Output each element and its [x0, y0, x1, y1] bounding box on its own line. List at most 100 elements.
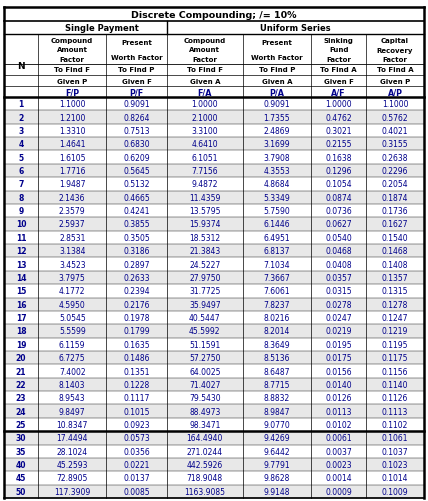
Text: 45.5992: 45.5992	[189, 327, 220, 336]
Text: Factor: Factor	[326, 58, 351, 63]
Text: Factor: Factor	[60, 58, 85, 63]
Text: 1.4641: 1.4641	[59, 140, 86, 149]
Text: 25: 25	[16, 420, 26, 429]
Text: 2.4869: 2.4869	[264, 127, 290, 136]
Text: 7.1034: 7.1034	[264, 260, 290, 269]
Text: 0.0923: 0.0923	[123, 420, 150, 429]
Text: 0.0408: 0.0408	[325, 260, 352, 269]
Text: 8.3649: 8.3649	[264, 340, 290, 349]
Text: 9.4872: 9.4872	[192, 180, 218, 189]
Bar	[4, 218, 424, 231]
Text: 0.0175: 0.0175	[325, 353, 352, 362]
Bar	[4, 418, 424, 431]
Text: 3.1699: 3.1699	[264, 140, 290, 149]
Text: 1.0000: 1.0000	[191, 100, 218, 109]
Text: 7.7156: 7.7156	[191, 167, 218, 176]
Text: 72.8905: 72.8905	[56, 473, 88, 482]
Text: 1.7355: 1.7355	[264, 113, 290, 122]
Text: 15: 15	[16, 287, 26, 296]
Text: 0.2054: 0.2054	[382, 180, 408, 189]
Bar	[4, 405, 424, 418]
Text: 18.5312: 18.5312	[189, 233, 220, 242]
Text: 40: 40	[16, 460, 26, 469]
Text: Capital: Capital	[381, 38, 409, 44]
Text: 0.0540: 0.0540	[325, 233, 352, 242]
Bar	[4, 365, 424, 378]
Text: 45.2593: 45.2593	[56, 460, 88, 469]
Text: 6: 6	[18, 167, 24, 176]
Text: 0.3855: 0.3855	[123, 220, 150, 229]
Bar	[4, 471, 424, 484]
Text: 0.1638: 0.1638	[325, 153, 352, 162]
Text: 6.4951: 6.4951	[264, 233, 290, 242]
Text: 3.4523: 3.4523	[59, 260, 86, 269]
Text: 117.3909: 117.3909	[54, 487, 90, 496]
Text: 0.1468: 0.1468	[382, 246, 408, 256]
Text: 6.1051: 6.1051	[192, 153, 218, 162]
Text: 3: 3	[18, 127, 24, 136]
Text: 3.3100: 3.3100	[191, 127, 218, 136]
Text: 0.1175: 0.1175	[382, 353, 408, 362]
Text: 442.5926: 442.5926	[187, 460, 223, 469]
Text: 0.1015: 0.1015	[123, 407, 150, 416]
Text: 271.0244: 271.0244	[187, 447, 223, 456]
Text: 3.7908: 3.7908	[264, 153, 290, 162]
Text: 2.1000: 2.1000	[192, 113, 218, 122]
Text: Present: Present	[121, 40, 152, 46]
Text: 0.0736: 0.0736	[325, 207, 352, 216]
Text: Uniform Series: Uniform Series	[260, 24, 331, 33]
Text: 1163.9085: 1163.9085	[184, 487, 225, 496]
Text: 0.0278: 0.0278	[325, 300, 352, 309]
Text: To Find A: To Find A	[321, 67, 357, 73]
Text: 4: 4	[18, 140, 24, 149]
Text: 0.1627: 0.1627	[382, 220, 408, 229]
Text: 3.1384: 3.1384	[59, 246, 86, 256]
Text: 4.3553: 4.3553	[264, 167, 290, 176]
Text: 0.1540: 0.1540	[382, 233, 408, 242]
Bar	[4, 191, 424, 204]
Text: P/A: P/A	[270, 88, 285, 97]
Text: 0.1296: 0.1296	[325, 167, 352, 176]
Text: To Find F: To Find F	[187, 67, 223, 73]
Text: 2.3579: 2.3579	[59, 207, 86, 216]
Text: 0.1357: 0.1357	[382, 274, 408, 283]
Text: Single Payment: Single Payment	[65, 24, 140, 33]
Text: 0.1408: 0.1408	[382, 260, 408, 269]
Text: 15.9374: 15.9374	[189, 220, 220, 229]
Text: 6.1159: 6.1159	[59, 340, 86, 349]
Text: 64.0025: 64.0025	[189, 367, 220, 376]
Text: 50: 50	[16, 487, 26, 496]
Text: 0.2296: 0.2296	[382, 167, 408, 176]
Text: 0.0247: 0.0247	[325, 314, 352, 323]
Text: F/P: F/P	[65, 88, 79, 97]
Text: 0.5645: 0.5645	[123, 167, 150, 176]
Text: 8.9543: 8.9543	[59, 393, 86, 402]
Text: Compound: Compound	[184, 38, 226, 44]
Text: 0.8264: 0.8264	[123, 113, 150, 122]
Text: 0.1486: 0.1486	[123, 353, 150, 362]
Text: 5.7590: 5.7590	[264, 207, 290, 216]
Text: Present: Present	[262, 40, 292, 46]
Text: 9.6442: 9.6442	[264, 447, 290, 456]
Text: 22: 22	[16, 380, 26, 389]
Text: 0.1023: 0.1023	[382, 460, 408, 469]
Text: 0.1009: 0.1009	[382, 487, 408, 496]
Text: 12: 12	[16, 246, 26, 256]
Text: 0.4762: 0.4762	[325, 113, 352, 122]
Text: A/F: A/F	[331, 88, 346, 97]
Text: 8.7715: 8.7715	[264, 380, 290, 389]
Text: 8.0216: 8.0216	[264, 314, 290, 323]
Bar	[4, 311, 424, 325]
Text: 0.1117: 0.1117	[123, 393, 150, 402]
Text: 0.1126: 0.1126	[382, 393, 408, 402]
Text: 19: 19	[16, 340, 26, 349]
Text: 2.8531: 2.8531	[59, 233, 86, 242]
Text: 0.4241: 0.4241	[123, 207, 150, 216]
Text: 0.5762: 0.5762	[382, 113, 408, 122]
Text: 0.0037: 0.0037	[325, 447, 352, 456]
Text: To Find F: To Find F	[54, 67, 90, 73]
Text: 0.9091: 0.9091	[264, 100, 290, 109]
Text: Given P: Given P	[57, 78, 87, 84]
Bar	[4, 231, 424, 244]
Text: 9.4269: 9.4269	[264, 433, 290, 442]
